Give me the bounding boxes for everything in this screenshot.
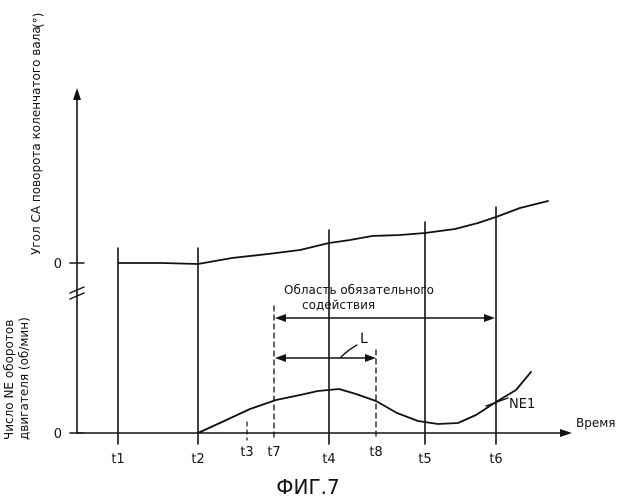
region-arrow-left-head [275,314,286,322]
engine-speed-curve [198,372,531,433]
upper-zero-label: 0 [54,257,62,272]
lower-y-axis-label-line2: двигателя (об/мин) [17,317,31,440]
x-axis-label: Время [576,416,616,430]
lower-zero-label: 0 [54,427,62,442]
crank-angle-curve [118,201,548,264]
x-axis-arrow [560,429,572,437]
interval-arrow-right-head [365,354,376,362]
interval-arrow-left-head [275,354,286,362]
time-label-t5: t5 [418,452,431,467]
upper-y-axis-label: Угол CA поворота коленчатого вала [29,26,43,255]
time-label-t7: t7 [267,445,280,460]
figure-caption: ФИГ.7 [276,475,339,499]
ne1-label: NE1 [509,397,535,412]
time-label-t6: t6 [489,452,502,467]
time-label-t2: t2 [191,452,204,467]
region-arrow-right-head [484,314,495,322]
upper-y-axis-unit: (°) [31,13,45,28]
lower-y-axis-label-line1: Число NE оборотов [2,320,16,440]
interval-label-L: L [360,331,368,347]
time-label-t8: t8 [369,445,382,460]
time-label-t3: t3 [240,445,253,460]
y-axis-arrow [73,88,81,100]
interval-leader [341,345,357,357]
time-label-t1: t1 [111,452,124,467]
time-label-t4: t4 [322,452,335,467]
region-label-line2: содействия [302,298,375,312]
ne1-tick [486,398,508,406]
region-label-line1: Область обязательного [284,283,434,297]
